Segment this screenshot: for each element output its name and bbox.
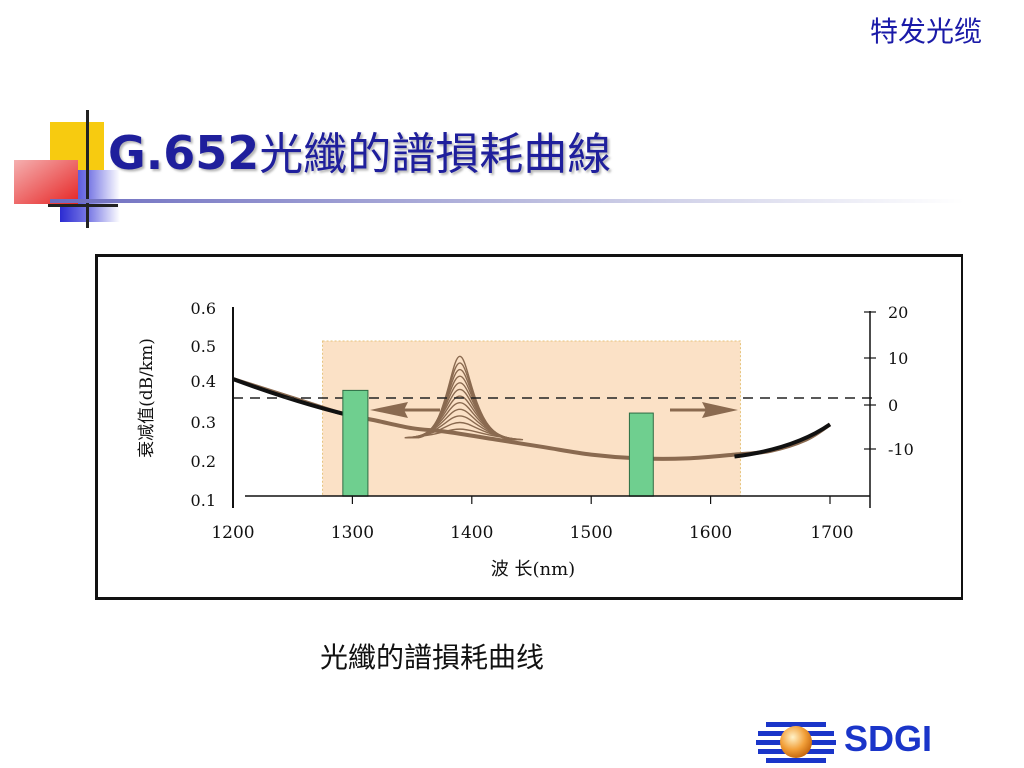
wavelength-window-bar	[342, 389, 369, 497]
arrow-right-icon	[702, 401, 738, 418]
water-peak-line	[407, 415, 521, 441]
y-tick-label: 0.4	[191, 372, 216, 391]
x-tick-label: 1600	[689, 523, 732, 543]
title-latin: G.652	[108, 126, 260, 180]
right-tick-label: 20	[888, 303, 908, 322]
x-axis-label: 波 长(nm)	[491, 559, 575, 580]
right-tick-label: 10	[888, 349, 908, 368]
y-tick-label: 0.2	[191, 452, 216, 471]
x-tick-label: 1200	[211, 523, 254, 543]
wavelength-window-bar	[628, 412, 654, 497]
header-label: 特发光缆	[869, 15, 982, 48]
right-tick-label: -10	[888, 440, 914, 459]
attenuation-curve-end	[734, 422, 832, 459]
x-tick-label: 1700	[810, 523, 853, 543]
x-tick-label: 1400	[450, 523, 493, 543]
decor-vertical-line	[86, 110, 89, 228]
chart-frame	[95, 254, 963, 600]
chart-caption: 光纖的譜損耗曲线	[320, 641, 545, 674]
decor-horizontal-line	[48, 204, 118, 207]
x-tick-label: 1300	[331, 523, 374, 543]
y-tick-label: 0.5	[191, 337, 216, 356]
y-tick-label: 0.1	[191, 491, 216, 510]
logo-text: SDGI	[844, 718, 933, 759]
globe-stripes-icon	[756, 722, 836, 763]
y-tick-label: 0.6	[191, 299, 216, 318]
chart-axes: 0.6 0.5 0.4 0.3 0.2 0.1 1200 1300 1400 1500 1600 17…	[191, 299, 914, 543]
y-tick-label: 0.3	[191, 413, 216, 432]
water-peak-curves	[404, 355, 524, 441]
title-underline	[50, 199, 964, 203]
water-peak-line	[404, 428, 524, 441]
x-tick-label: 1500	[570, 523, 613, 543]
title-cjk: 光纖的譜損耗曲線	[259, 129, 612, 180]
window-bars	[342, 389, 654, 497]
y-axis-label: 衰减值(dB/km)	[137, 338, 157, 458]
water-peak-line	[405, 421, 522, 441]
right-tick-label: 0	[888, 396, 898, 415]
slide-title: G.652光纖的譜損耗曲線	[108, 118, 611, 182]
arrow-left-icon	[370, 401, 408, 418]
decor-red-block	[14, 160, 78, 204]
highlight-band	[322, 340, 741, 497]
